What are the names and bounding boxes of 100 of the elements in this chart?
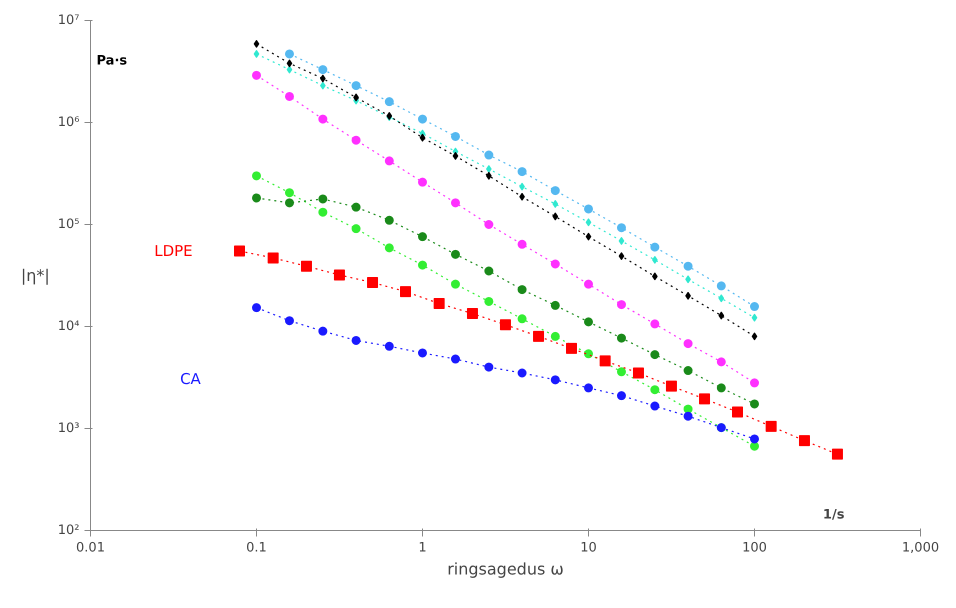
x-tick-label: 0.01 [76,540,105,556]
point [650,385,660,394]
point [252,303,261,312]
point [320,82,326,90]
x-tick-label: 0.1 [246,540,267,556]
point [518,314,527,324]
point [318,326,328,336]
point [684,366,693,376]
point [750,378,759,388]
point [618,252,624,260]
y-tick-label: 10³ [58,421,80,436]
point [616,334,626,343]
y-tick-label: 10⁴ [58,319,80,334]
point [284,188,294,198]
point [254,50,260,58]
point [584,317,593,326]
x-tick-label: 100 [742,540,767,556]
point [550,332,560,341]
text: CA [180,370,202,388]
point [318,194,328,204]
point [384,243,394,252]
point [286,66,292,74]
x-tick-label: 1 [418,540,427,556]
point [418,260,427,270]
point [254,40,260,48]
point [518,285,527,294]
point [752,314,758,322]
point [650,319,660,328]
point [518,368,527,378]
point [384,156,394,166]
y-axis-title: |η*| [20,266,50,285]
point [616,367,626,376]
y-tick-label: 10⁵ [58,217,80,232]
point [718,294,724,302]
point [652,256,658,264]
point [650,350,660,360]
point [450,198,460,208]
point [286,59,292,68]
point [450,250,460,259]
point [384,342,394,351]
point [384,216,394,225]
point [684,339,693,348]
point [684,412,693,421]
point [450,354,460,364]
point [618,236,624,245]
point [352,136,361,145]
point [716,383,726,392]
point [284,92,294,101]
point [418,348,427,358]
point [752,332,758,340]
point [684,404,693,414]
point [584,349,593,358]
point [284,316,294,326]
point [586,218,592,226]
point [484,296,494,306]
point [750,442,759,451]
point [552,200,558,208]
point [284,198,294,208]
point [420,134,426,142]
point [750,399,759,408]
point [584,383,593,392]
point [550,300,560,310]
point [650,402,660,411]
annotation: Pa·s [96,54,128,68]
point [486,165,492,174]
point [353,93,359,102]
point [252,171,261,180]
annotation: 1/s [822,508,845,522]
point [685,292,691,300]
point [519,192,525,201]
point [418,232,427,242]
point [718,312,724,320]
point [320,74,326,82]
point [616,391,626,400]
point [318,114,328,124]
point [450,280,460,289]
point [586,232,592,241]
point [750,434,759,444]
point [484,362,494,372]
point [484,220,494,229]
point [418,178,427,187]
point [652,272,658,280]
point [552,212,558,220]
text: LDPE [154,242,193,260]
point [519,182,525,191]
y-tick-label: 10⁷ [58,13,80,28]
x-tick-label: 1,000 [902,540,940,556]
point [716,357,726,366]
point [452,152,458,160]
y-tick-label: 10² [58,523,80,538]
point [252,70,261,80]
point [685,275,691,284]
x-tick-label: 10 [580,540,597,556]
point [584,280,593,289]
point [252,193,261,202]
point [352,336,361,345]
point [550,260,560,268]
x-axis-title: ringsagedus ω [447,560,564,578]
point [318,208,328,217]
point [518,240,527,249]
